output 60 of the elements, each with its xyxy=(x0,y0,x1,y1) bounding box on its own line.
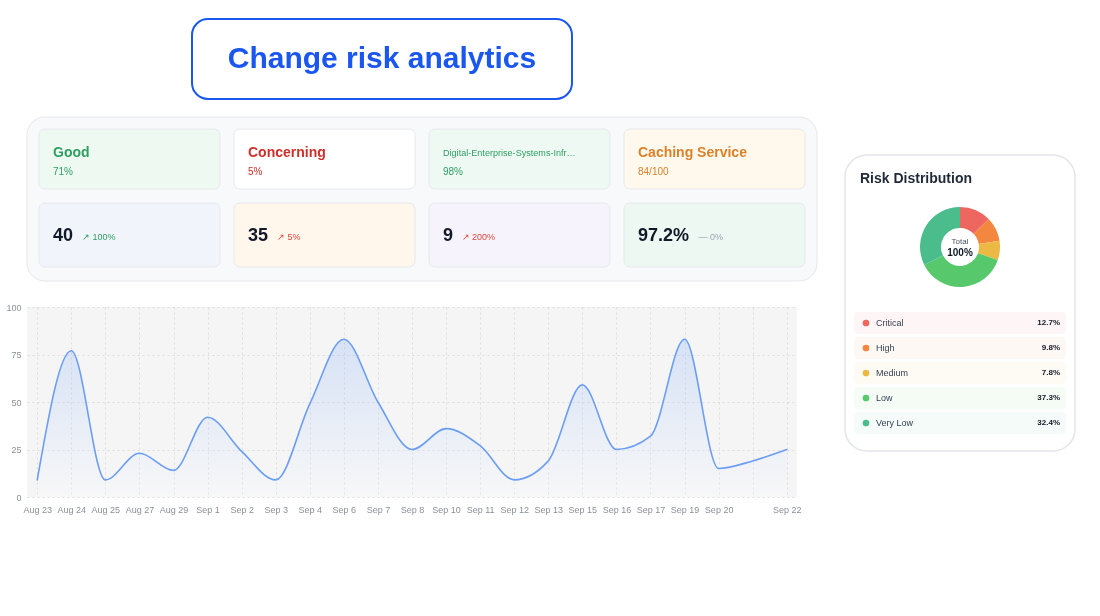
legend-label: Critical xyxy=(876,318,904,328)
x-tick-label: Aug 27 xyxy=(125,504,155,515)
data-label: 9.8% xyxy=(1041,343,1060,352)
legend-label: Medium xyxy=(876,368,909,378)
text: Change risk analytics xyxy=(227,41,537,74)
text: Caching Service xyxy=(638,144,748,160)
text: 84/100 xyxy=(638,166,670,177)
text: 40 xyxy=(53,225,74,245)
x-tick-label: Sep 10 xyxy=(432,504,461,515)
x-tick-label: Sep 8 xyxy=(400,504,425,515)
x-tick-label: Aug 29 xyxy=(159,504,189,515)
legend-label: Low xyxy=(876,393,894,403)
legend-label: High xyxy=(876,343,895,353)
x-tick-label: Aug 24 xyxy=(57,504,87,515)
x-tick-label: Sep 12 xyxy=(500,504,529,515)
y-tick-label: 100 xyxy=(6,302,22,313)
text: Total xyxy=(951,237,969,246)
text: Concerning xyxy=(248,144,326,160)
x-tick-label: Sep 20 xyxy=(704,504,734,515)
text: — 0% xyxy=(698,232,724,242)
text: 5% xyxy=(248,166,263,177)
text: ↗ 100% xyxy=(82,232,116,242)
data-label: 37.3% xyxy=(1037,393,1060,402)
text: 97.2% xyxy=(638,225,690,245)
x-tick-label: Sep 6 xyxy=(332,504,357,515)
x-tick-label: Sep 17 xyxy=(636,504,666,515)
x-tick-label: Aug 23 xyxy=(23,504,52,515)
y-tick-label: 25 xyxy=(11,445,22,455)
text: 9 xyxy=(443,225,454,245)
text: Digital-Enterprise-Systems-Infr… xyxy=(443,148,576,158)
text: 98% xyxy=(443,166,464,177)
x-tick-label: Sep 3 xyxy=(264,504,288,515)
y-tick-label: 75 xyxy=(11,350,22,360)
text: Good xyxy=(53,144,90,160)
donut-slice xyxy=(973,219,1000,245)
x-tick-label: Sep 16 xyxy=(602,504,632,515)
x-tick-label: Sep 22 xyxy=(773,504,802,515)
x-tick-label: Sep 7 xyxy=(366,504,391,515)
text: ↗ 5% xyxy=(277,232,301,242)
data-label: 12.7% xyxy=(1037,318,1060,327)
text: 35 xyxy=(248,225,269,245)
x-tick-label: Sep 15 xyxy=(568,504,598,515)
data-label: 7.8% xyxy=(1041,368,1060,377)
x-tick-label: Sep 11 xyxy=(466,504,495,515)
chart-title: Risk Distribution xyxy=(860,170,973,186)
x-tick-label: Sep 13 xyxy=(534,504,564,515)
x-tick-label: Sep 1 xyxy=(196,504,220,515)
data-label: 32.4% xyxy=(1037,418,1060,427)
text: 100% xyxy=(947,247,973,258)
x-tick-label: Aug 25 xyxy=(91,504,121,515)
donut-slice xyxy=(977,240,1000,261)
text: ↗ 200% xyxy=(461,232,496,242)
x-tick-label: Sep 4 xyxy=(298,504,323,515)
x-tick-label: Sep 19 xyxy=(670,504,700,515)
legend-label: Very Low xyxy=(876,418,914,428)
text: 71% xyxy=(53,166,74,177)
y-tick-label: 0 xyxy=(16,492,22,503)
x-tick-label: Sep 2 xyxy=(230,504,254,515)
donut-slice xyxy=(960,207,989,234)
y-tick-label: 50 xyxy=(11,397,22,408)
